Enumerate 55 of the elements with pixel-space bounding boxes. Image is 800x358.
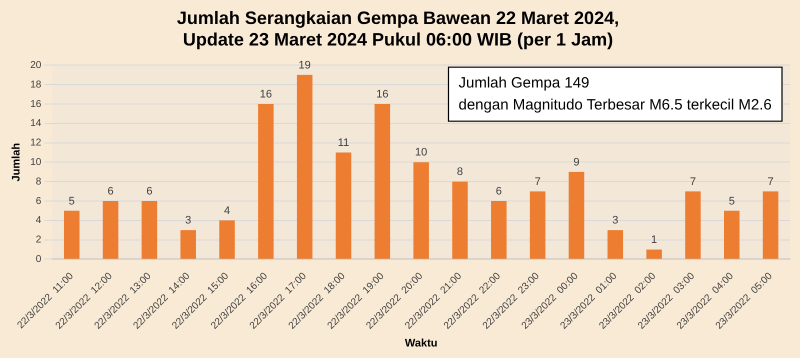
bar <box>180 230 196 259</box>
bar <box>762 191 778 259</box>
data-label: 5 <box>68 195 75 208</box>
bar <box>685 191 701 259</box>
y-tick-label: 18 <box>30 79 42 90</box>
y-tick-label: 2 <box>36 234 42 246</box>
bar <box>142 201 158 259</box>
data-label: 8 <box>456 166 464 178</box>
text: Jumlah Serangkaian Gempa Bawean 22 Maret 2024, <box>176 8 620 28</box>
data-label: 6 <box>108 186 114 198</box>
bar <box>646 250 662 259</box>
annotation: Jumlah Gempa 149 <box>458 74 590 92</box>
bar <box>219 220 235 259</box>
y-axis-title: Jumlah <box>10 142 23 182</box>
y-tick-label: 16 <box>30 98 42 110</box>
bar <box>296 74 312 259</box>
data-label: 19 <box>298 59 311 72</box>
bar <box>491 201 507 259</box>
bar <box>102 201 118 259</box>
data-label: 10 <box>415 146 428 159</box>
data-label: 11 <box>338 137 350 150</box>
bar <box>452 182 468 259</box>
y-tick-label: 4 <box>36 215 42 226</box>
data-label: 9 <box>573 156 580 168</box>
data-label: 6 <box>496 186 502 198</box>
y-tick-label: 14 <box>30 118 42 130</box>
bar <box>258 104 274 259</box>
data-label: 4 <box>224 204 230 217</box>
data-label: 7 <box>534 176 541 188</box>
bar <box>608 230 624 259</box>
bar <box>724 210 740 259</box>
data-label: 16 <box>376 88 388 101</box>
bar <box>64 210 80 259</box>
bar <box>530 191 546 259</box>
data-label: 7 <box>690 176 696 188</box>
x-axis-title: Waktu <box>404 337 438 350</box>
data-label: 16 <box>260 88 272 101</box>
y-tick-label: 20 <box>30 60 42 71</box>
y-tick-label: 10 <box>30 156 42 168</box>
data-label: 3 <box>185 214 192 227</box>
y-tick-label: 12 <box>30 138 42 149</box>
data-label: 7 <box>768 176 774 188</box>
y-tick-label: 6 <box>36 196 42 207</box>
bar <box>413 162 429 259</box>
annotation: dengan Magnitudo Terbesar M6.5 terkecil M2.6 <box>458 96 772 114</box>
data-label: 1 <box>651 234 658 246</box>
bar <box>374 104 390 259</box>
bar <box>568 172 584 259</box>
data-label: 6 <box>146 186 152 198</box>
data-label: 5 <box>728 195 735 208</box>
text: Update 23 Maret 2024 Pukul 06:00 WIB (per 1 Jam) <box>182 29 614 50</box>
y-tick-label: 8 <box>36 176 42 188</box>
y-tick-label: 0 <box>36 254 42 265</box>
data-label: 3 <box>612 214 618 227</box>
bar <box>336 152 352 259</box>
